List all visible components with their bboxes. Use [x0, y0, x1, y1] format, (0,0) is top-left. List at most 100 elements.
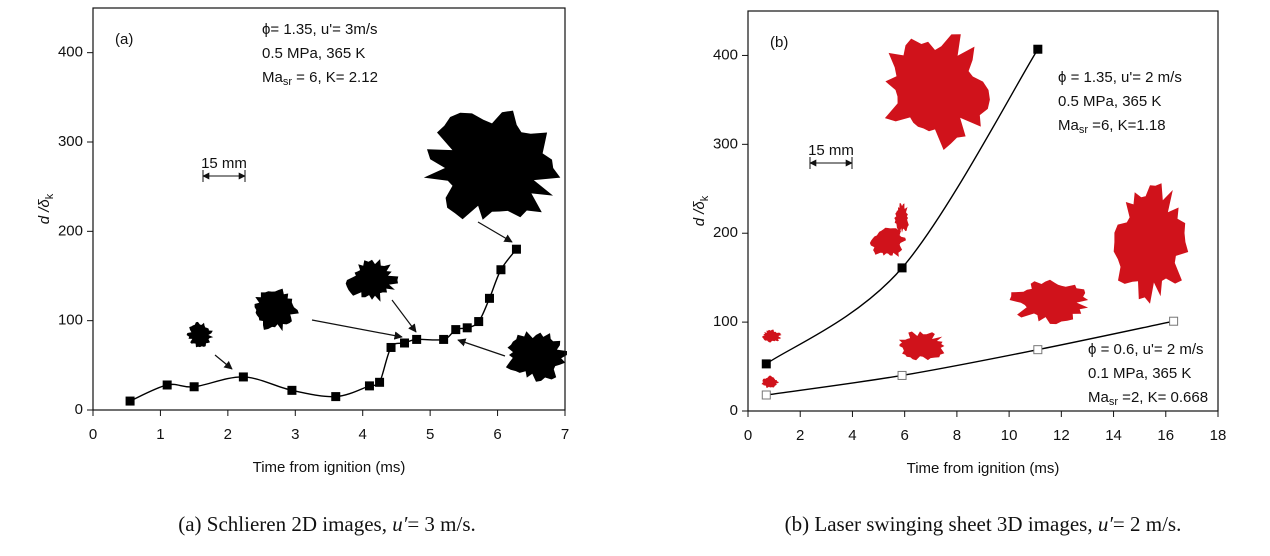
x-tick-label: 6 [493, 426, 501, 443]
x-axis-label: Time from ignition (ms) [253, 459, 406, 476]
y-tick-label: 300 [58, 133, 83, 150]
annotation: 0.5 MPa, 365 K [1058, 93, 1161, 110]
annotation-part: =6, K=1.18 [1088, 117, 1166, 134]
annotation: ϕ = 0.6, u'= 2 m/s [1088, 341, 1204, 358]
data-point [364, 381, 374, 391]
scale-bar-label: 15 mm [201, 155, 247, 172]
data-point [400, 338, 410, 348]
data-point [386, 342, 396, 352]
arrow [311, 319, 403, 340]
flame-image [761, 375, 779, 388]
x-tick-label: 10 [1001, 427, 1018, 444]
arrow [477, 221, 513, 243]
flame-image [894, 203, 909, 233]
x-axis-label: Time from ignition (ms) [907, 460, 1060, 477]
x-tick-label: 12 [1053, 427, 1070, 444]
flame-image [423, 110, 561, 220]
annotation-part: = 6, K= 2.12 [292, 69, 378, 86]
data-point [375, 377, 385, 387]
data-point [761, 359, 771, 369]
data-point [189, 382, 199, 392]
data-point [1033, 44, 1043, 54]
annotation-sub: sr [1079, 124, 1089, 136]
data-point [496, 265, 506, 275]
flame-image [1113, 183, 1189, 304]
caption: (a) Schlieren 2D images, u′= 3 m/s. [178, 512, 476, 536]
y-tick-label: 400 [713, 46, 738, 63]
x-tick-label: 3 [291, 426, 299, 443]
x-tick-label: 2 [796, 427, 804, 444]
x-tick-label: 18 [1210, 427, 1227, 444]
y-axis-label-sub: k [699, 195, 711, 201]
x-tick-label: 0 [89, 426, 97, 443]
annotation: Masr =6, K=1.18 [1058, 117, 1166, 136]
data-point [1169, 316, 1179, 326]
y-tick-label: 200 [58, 222, 83, 239]
flame-image [761, 329, 782, 343]
panel-label: (a) [115, 31, 133, 48]
data-point [125, 396, 135, 406]
series-line [766, 320, 1174, 396]
y-tick-label: 400 [58, 44, 83, 61]
data-point [484, 293, 494, 303]
scale-bar-label: 15 mm [808, 142, 854, 159]
flame-image [898, 331, 945, 361]
x-tick-label: 16 [1157, 427, 1174, 444]
x-tick-label: 1 [156, 426, 164, 443]
caption: (b) Laser swinging sheet 3D images, u′= … [785, 512, 1182, 536]
arrow [214, 354, 233, 370]
annotation-part: Ma [262, 69, 283, 86]
annotation: ϕ= 1.35, u'= 3m/s [262, 21, 378, 38]
y-tick-label: 100 [713, 313, 738, 330]
y-axis-label-sub: k [44, 193, 56, 199]
x-tick-label: 0 [744, 427, 752, 444]
y-tick-label: 0 [75, 401, 83, 418]
arrow [457, 338, 506, 357]
x-tick-label: 4 [848, 427, 856, 444]
x-tick-label: 5 [426, 426, 434, 443]
x-tick-label: 2 [224, 426, 232, 443]
annotation: 0.5 MPa, 365 K [262, 45, 365, 62]
data-point [287, 385, 297, 395]
flame-image [1009, 279, 1089, 325]
y-axis-label-main: d /δ [691, 201, 708, 227]
y-tick-label: 100 [58, 312, 83, 329]
annotation-part: Ma [1058, 117, 1079, 134]
data-point [511, 244, 521, 254]
plot-frame [92, 7, 566, 411]
annotation: 0.1 MPa, 365 K [1088, 365, 1191, 382]
series-line [765, 48, 1039, 365]
data-point [462, 323, 472, 333]
annotation: ϕ = 1.35, u'= 2 m/s [1058, 69, 1182, 86]
annotation-sub: sr [1109, 396, 1119, 408]
plot-frame [747, 10, 1219, 412]
y-axis-label-main: d /δ [36, 199, 53, 225]
data-point [331, 392, 341, 402]
flame-image [869, 227, 906, 257]
data-point [897, 370, 907, 380]
y-axis-label: d /δk [691, 195, 711, 226]
data-point [451, 325, 461, 335]
annotation-sub: sr [283, 76, 293, 88]
flame-image [505, 331, 567, 382]
annotation: Masr = 6, K= 2.12 [262, 69, 378, 88]
arrow [391, 299, 417, 333]
x-tick-label: 8 [953, 427, 961, 444]
annotation: Masr =2, K= 0.668 [1088, 389, 1208, 408]
data-point [412, 334, 422, 344]
annotation-part: =2, K= 0.668 [1118, 389, 1208, 406]
y-tick-label: 0 [730, 402, 738, 419]
panel-label: (b) [770, 34, 788, 51]
data-point [761, 390, 771, 400]
data-point [474, 317, 484, 327]
annotation-part: Ma [1088, 389, 1109, 406]
flame-image [254, 288, 299, 332]
flame-image [186, 321, 214, 348]
data-point [897, 263, 907, 273]
flame-image [345, 259, 399, 302]
data-point [1033, 345, 1043, 355]
x-tick-label: 6 [900, 427, 908, 444]
y-axis-label: d /δk [36, 193, 56, 224]
x-tick-label: 14 [1105, 427, 1122, 444]
